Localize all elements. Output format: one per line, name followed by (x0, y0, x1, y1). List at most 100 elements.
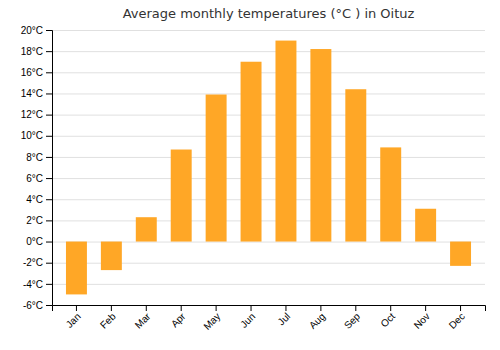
y-tick: -4°C (23, 279, 52, 290)
grid-line (52, 136, 485, 137)
y-tick-mark (46, 115, 52, 116)
x-tick: Sep (342, 305, 363, 331)
y-tick-label: 14°C (21, 88, 43, 99)
y-tick-label: 4°C (26, 194, 43, 205)
y-tick-label: 16°C (21, 67, 43, 78)
grid-tick (52, 178, 485, 179)
y-tick-mark (46, 72, 52, 73)
grid-line (52, 178, 485, 179)
bar (450, 242, 471, 266)
x-tick-mark (460, 305, 461, 311)
x-tick-mark (285, 305, 286, 311)
y-tick: 10°C (21, 130, 52, 141)
y-tick-label: -4°C (23, 279, 43, 290)
x-tick: Nov (412, 305, 432, 331)
grid-tick (52, 30, 485, 31)
x-tick-label: Jul (275, 311, 292, 328)
x-axis: JanFebMarAprMayJunJulAugSepOctNovDec (53, 305, 486, 332)
x-tick: Feb (98, 305, 118, 331)
y-tick-mark (46, 284, 52, 285)
y-tick-label: 8°C (26, 152, 43, 163)
bar (275, 41, 296, 242)
x-tick-mark (320, 305, 321, 311)
x-tick-label: Sep (342, 310, 363, 331)
x-tick: Jul (275, 305, 292, 327)
x-axis-line (53, 306, 486, 312)
bar (171, 150, 192, 242)
x-tick: Oct (378, 305, 397, 329)
y-tick-mark (46, 220, 52, 221)
y-axis-line (46, 31, 53, 306)
grid-tick (52, 115, 485, 116)
y-tick-label: 10°C (21, 130, 43, 141)
grid-tick (52, 51, 485, 52)
grid-line (52, 284, 485, 285)
grid-line (52, 72, 485, 73)
bar (66, 242, 87, 295)
y-tick-label: 2°C (26, 215, 43, 226)
y-tick: 2°C (26, 215, 52, 226)
bars (66, 41, 471, 295)
bar (136, 217, 157, 241)
y-tick: 4°C (26, 194, 52, 205)
x-tick-mark (251, 305, 252, 311)
x-tick-label: Nov (412, 311, 432, 331)
x-tick: Aug (307, 305, 327, 331)
grid-line (52, 93, 485, 94)
x-tick-mark (216, 305, 217, 311)
x-tick-label: Aug (307, 311, 327, 331)
y-axis: -6°C -4°C -2°C 0°C 2°C 4°C 6°C 8°C 10°C 12°C 14°C 1… (21, 25, 53, 311)
grid-line (52, 199, 485, 200)
bar (206, 95, 227, 242)
y-tick: 0°C (26, 236, 52, 247)
x-tick: Jun (238, 305, 257, 330)
x-tick-label: Jan (64, 311, 83, 330)
y-tick-mark (46, 263, 52, 264)
y-tick: 14°C (21, 88, 52, 99)
x-tick-label: May (201, 311, 222, 332)
x-tick-mark (390, 305, 391, 311)
title: Average monthly temperatures (°C ) in Oi… (123, 6, 415, 21)
bar (101, 242, 122, 271)
x-tick-label: Jun (238, 311, 257, 330)
x-tick-mark (76, 305, 77, 311)
y-tick-mark (46, 93, 52, 94)
grid-line (52, 157, 485, 158)
grid-tick (52, 284, 485, 285)
x-tick-mark (425, 305, 426, 311)
x-tick-label: Feb (98, 310, 118, 330)
y-tick: 16°C (21, 67, 52, 78)
y-tick-label: 20°C (21, 25, 43, 36)
y-tick-mark (46, 199, 52, 200)
bar (241, 62, 262, 242)
grid-line (52, 51, 485, 52)
y-tick: 12°C (21, 109, 52, 120)
y-tick-label: -6°C (23, 300, 43, 311)
x-tick-mark (181, 305, 182, 311)
y-tick-mark (46, 305, 52, 306)
grid-line (52, 115, 485, 116)
grid-tick (52, 199, 485, 200)
y-tick: 6°C (26, 173, 52, 184)
y-tick-mark (46, 30, 52, 31)
bar (380, 147, 401, 241)
grid-tick (52, 136, 485, 137)
y-tick-mark (46, 157, 52, 158)
x-tick: Dec (447, 305, 467, 331)
y-tick-label: 0°C (26, 236, 43, 247)
plot: -6°C -4°C -2°C 0°C 2°C 4°C 6°C 8°C 10°C 12°C 14°C 1… (21, 25, 486, 332)
y-tick: 8°C (26, 152, 52, 163)
y-tick: -6°C (23, 300, 52, 311)
x-tick-mark (355, 305, 356, 311)
x-tick-mark (146, 305, 147, 311)
x-tick-mark (111, 305, 112, 311)
y-tick-mark (46, 51, 52, 52)
y-tick-label: 12°C (21, 109, 43, 120)
grid-tick (52, 93, 485, 94)
y-tick-mark (46, 178, 52, 179)
grid-tick (52, 157, 485, 158)
x-tick: Jan (64, 305, 83, 330)
y-tick-label: 6°C (26, 173, 43, 184)
grid-tick (52, 72, 485, 73)
y-tick-label: -2°C (23, 257, 43, 268)
